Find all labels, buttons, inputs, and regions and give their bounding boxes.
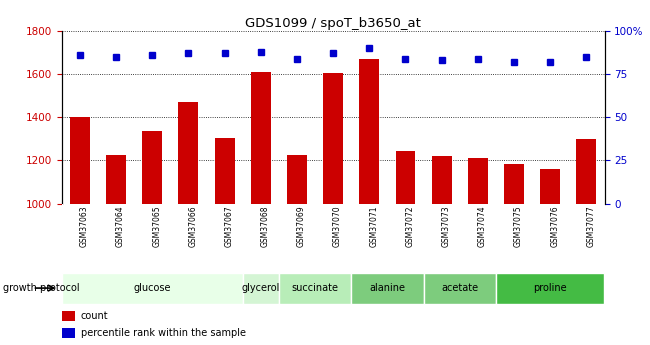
Text: GSM37063: GSM37063	[80, 206, 89, 247]
Text: acetate: acetate	[441, 283, 478, 293]
Bar	[70, 117, 90, 204]
Text: GSM37068: GSM37068	[261, 206, 270, 247]
Bar	[251, 72, 270, 204]
Bar	[432, 156, 452, 204]
Bar	[323, 73, 343, 204]
Text: growth protocol: growth protocol	[3, 283, 80, 293]
Bar	[496, 273, 604, 304]
Text: GSM37074: GSM37074	[478, 206, 487, 247]
Text: GSM37075: GSM37075	[514, 206, 523, 247]
Text: proline: proline	[534, 283, 567, 293]
Bar	[62, 273, 242, 304]
Bar	[359, 59, 379, 204]
Bar	[424, 273, 496, 304]
Bar	[242, 273, 279, 304]
Text: GSM37066: GSM37066	[188, 206, 198, 247]
Text: succinate: succinate	[292, 283, 339, 293]
Bar	[106, 155, 126, 204]
Bar	[62, 328, 75, 338]
Title: GDS1099 / spoT_b3650_at: GDS1099 / spoT_b3650_at	[245, 17, 421, 30]
Text: GSM37073: GSM37073	[441, 206, 450, 247]
Text: GSM37064: GSM37064	[116, 206, 125, 247]
Text: GSM37071: GSM37071	[369, 206, 378, 247]
Bar	[142, 131, 162, 204]
Text: GSM37077: GSM37077	[586, 206, 595, 247]
Text: GSM37069: GSM37069	[297, 206, 306, 247]
Text: GSM37065: GSM37065	[152, 206, 161, 247]
Bar	[577, 139, 596, 204]
Bar	[62, 310, 75, 321]
Text: GSM37076: GSM37076	[550, 206, 559, 247]
Bar	[279, 273, 351, 304]
Text: glycerol: glycerol	[242, 283, 280, 293]
Text: glucose: glucose	[133, 283, 171, 293]
Text: percentile rank within the sample: percentile rank within the sample	[81, 328, 246, 338]
Bar	[287, 155, 307, 204]
Bar	[504, 164, 524, 204]
Text: count: count	[81, 311, 109, 321]
Bar	[179, 102, 198, 204]
Text: GSM37072: GSM37072	[406, 206, 415, 247]
Text: alanine: alanine	[369, 283, 406, 293]
Bar	[540, 169, 560, 204]
Bar	[468, 158, 488, 204]
Text: GSM37067: GSM37067	[225, 206, 233, 247]
Bar	[351, 273, 424, 304]
Text: GSM37070: GSM37070	[333, 206, 342, 247]
Bar	[396, 151, 415, 204]
Bar	[214, 138, 235, 204]
